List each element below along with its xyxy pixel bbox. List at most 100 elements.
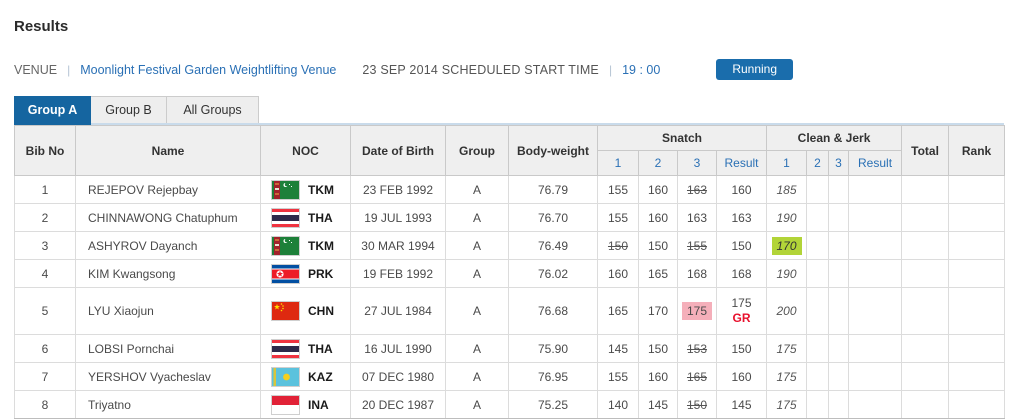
cell-cj-result [848, 175, 903, 204]
col-header-bodyweight: Body-weight [508, 125, 598, 176]
table-row: 6 LOBSI Pornchai THA 16 JUL 1990 A 75.90… [14, 334, 1006, 363]
cell-bodyweight: 75.90 [508, 334, 598, 363]
cell-bodyweight: 76.68 [508, 287, 598, 335]
cell-cj-result [848, 287, 903, 335]
noc-code: TKM [308, 238, 334, 253]
event-info-bar: VENUE | Moonlight Festival Garden Weight… [14, 59, 1004, 80]
cell-rank [948, 287, 1006, 335]
cell-name: KIM Kwangsong [75, 259, 261, 288]
tab-all-groups[interactable]: All Groups [167, 96, 259, 123]
noc-code: PRK [308, 266, 334, 281]
cell-bodyweight: 76.02 [508, 259, 598, 288]
table-row: 3 ASHYROV Dayanch TKM 30 MAR 1994 A 76.4… [14, 231, 1006, 260]
cell-snatch-result: 145 [715, 390, 768, 419]
cell-noc: TKM [260, 175, 351, 204]
cell-cj-result [848, 334, 903, 363]
header-row-groups: Bib No Name NOC Date of Birth Group Body… [14, 125, 1006, 176]
venue-label: VENUE [14, 62, 58, 77]
cell-snatch-3: 175 [677, 287, 717, 335]
cell-snatch-result: 175 GR [715, 287, 768, 335]
cell-cj-2 [806, 390, 830, 419]
cell-cj-result [848, 259, 903, 288]
cell-rank [948, 203, 1006, 232]
noc-code: TKM [308, 182, 334, 197]
cell-noc: TKM [260, 231, 351, 260]
noc-code: THA [308, 341, 333, 356]
flag-kaz-icon [271, 366, 300, 387]
status-badge: Running [716, 59, 794, 80]
cell-group: A [445, 287, 509, 335]
snatch-attempt-1-header[interactable]: 1 [597, 150, 639, 176]
cj-attempt-3-header[interactable]: 3 [828, 150, 850, 176]
cell-snatch-1: 140 [597, 390, 639, 419]
tab-group-a[interactable]: Group A [14, 96, 91, 123]
cj-attempt-2-header[interactable]: 2 [806, 150, 830, 176]
snatch-attempt-2-header[interactable]: 2 [638, 150, 678, 176]
cell-rank [948, 362, 1006, 391]
cell-cj-3 [828, 231, 850, 260]
cell-total [901, 334, 950, 363]
cj-result-header[interactable]: Result [848, 150, 903, 176]
cell-cj-1: 175 [766, 362, 808, 391]
col-header-group: Group [445, 125, 509, 176]
cell-cj-3 [828, 203, 850, 232]
cell-group: A [445, 334, 509, 363]
cell-group: A [445, 390, 509, 419]
flag-tha-icon [271, 207, 300, 228]
cell-snatch-3: 150 [677, 390, 717, 419]
cell-snatch-1: 165 [597, 287, 639, 335]
cell-cj-1: 185 [766, 175, 808, 204]
cell-cj-2 [806, 287, 830, 335]
cell-cj-3 [828, 259, 850, 288]
table-row: 8 Triyatno INA 20 DEC 1987 A 75.25 140 1… [14, 390, 1006, 419]
flag-tkm-icon [271, 179, 300, 200]
cell-snatch-result: 163 [715, 203, 768, 232]
venue-link[interactable]: Moonlight Festival Garden Weightlifting … [80, 62, 337, 77]
cell-cj-1: 175 [766, 390, 808, 419]
cell-cj-3 [828, 390, 850, 419]
snatch-result-header[interactable]: Result [715, 150, 768, 176]
flag-ina-icon [271, 394, 300, 415]
cell-rank [948, 259, 1006, 288]
cell-group: A [445, 259, 509, 288]
current-attempt-highlight: 175 [681, 302, 713, 320]
tab-group-b[interactable]: Group B [91, 96, 167, 123]
cell-total [901, 287, 950, 335]
cell-snatch-2: 165 [638, 259, 678, 288]
cell-snatch-2: 145 [638, 390, 678, 419]
cell-bib: 7 [14, 362, 76, 391]
col-header-snatch: Snatch [596, 125, 768, 151]
cell-snatch-2: 150 [638, 231, 678, 260]
snatch-attempt-3-header[interactable]: 3 [677, 150, 717, 176]
cell-total [901, 259, 950, 288]
cell-bodyweight: 75.25 [508, 390, 598, 419]
cell-noc: PRK [260, 259, 351, 288]
cell-snatch-result: 150 [715, 334, 768, 363]
cell-cj-3 [828, 175, 850, 204]
cell-total [901, 231, 950, 260]
flag-tkm-icon [271, 235, 300, 256]
cell-bodyweight: 76.79 [508, 175, 598, 204]
cell-snatch-3: 163 [677, 203, 717, 232]
cell-snatch-result: 168 [715, 259, 768, 288]
cell-bib: 6 [14, 334, 76, 363]
cell-noc: KAZ [260, 362, 351, 391]
cell-cj-result [848, 203, 903, 232]
start-time-link[interactable]: 19 : 00 [622, 62, 661, 77]
cell-dob: 16 JUL 1990 [350, 334, 446, 363]
cell-snatch-1: 155 [597, 175, 639, 204]
cell-name: YERSHOV Vyacheslav [75, 362, 261, 391]
cell-bib: 2 [14, 203, 76, 232]
col-header-name: Name [75, 125, 261, 176]
cj-attempt-1-header[interactable]: 1 [766, 150, 808, 176]
cell-cj-1: 175 [766, 334, 808, 363]
table-row: 1 REJEPOV Rejepbay TKM 23 FEB 1992 A 76.… [14, 175, 1006, 204]
cell-rank [948, 390, 1006, 419]
cell-snatch-1: 150 [597, 231, 639, 260]
cell-cj-2 [806, 175, 830, 204]
header-row-attempts: 1 2 3 Result 1 2 3 Result [15, 150, 1005, 176]
cell-rank [948, 175, 1006, 204]
cell-group: A [445, 362, 509, 391]
cell-cj-2 [806, 231, 830, 260]
